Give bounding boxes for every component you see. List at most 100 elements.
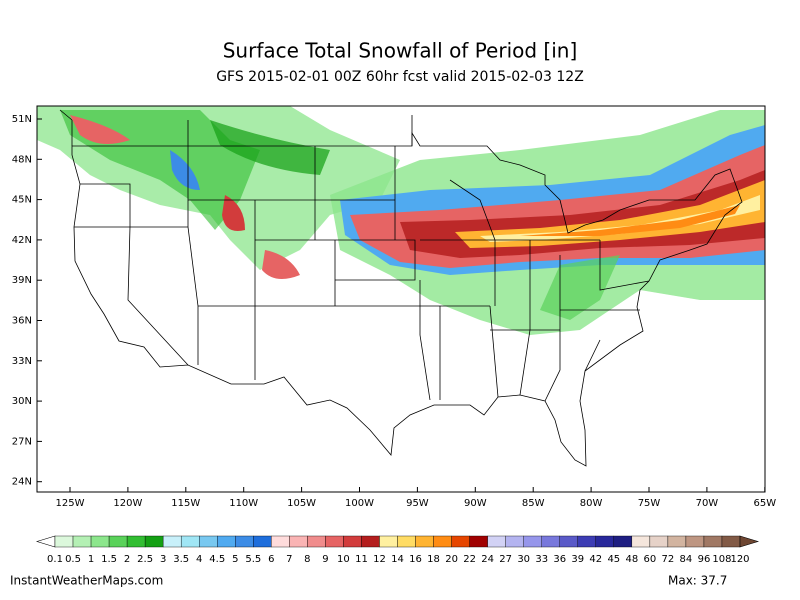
colorbar-label: 3 xyxy=(160,554,166,565)
colorbar-label: 11 xyxy=(355,554,368,565)
lat-label: 39N xyxy=(12,275,32,286)
snowfall-field xyxy=(37,106,765,335)
colorbar-label: 18 xyxy=(427,554,440,565)
colorbar-swatch xyxy=(235,535,254,548)
colorbar-label: 10 xyxy=(337,554,350,565)
colorbar-label: 24 xyxy=(481,554,494,565)
colorbar-label: 8 xyxy=(304,554,310,565)
colorbar-swatch xyxy=(469,535,488,548)
colorbar-swatch xyxy=(72,535,92,548)
colorbar-swatch xyxy=(289,535,308,548)
colorbar-swatch xyxy=(487,535,506,548)
colorbar-swatch xyxy=(325,535,344,548)
colorbar-label: 33 xyxy=(535,554,548,565)
colorbar-swatch xyxy=(271,535,290,548)
colorbar-swatch xyxy=(162,535,182,548)
colorbar-swatch xyxy=(703,535,723,548)
colorbar-label: 42 xyxy=(589,554,602,565)
lon-label: 85W xyxy=(522,498,545,509)
colorbar-swatch xyxy=(451,535,470,548)
lon-label: 75W xyxy=(638,498,661,509)
colorbar-label: 48 xyxy=(625,554,638,565)
lon-label: 115W xyxy=(171,498,200,509)
colorbar-label: 30 xyxy=(517,554,530,565)
colorbar-low-end xyxy=(35,535,56,548)
colorbar-swatch xyxy=(505,535,524,548)
colorbar-label: 7 xyxy=(286,554,292,565)
lat-label: 48N xyxy=(12,154,32,165)
colorbar-label: 36 xyxy=(553,554,566,565)
colorbar-swatch xyxy=(631,535,651,548)
colorbar-swatch xyxy=(361,535,380,548)
colorbar-swatch xyxy=(685,535,705,548)
lon-label: 105W xyxy=(287,498,316,509)
lat-label: 36N xyxy=(12,316,32,327)
colorbar-swatch xyxy=(433,535,452,548)
lat-label: 33N xyxy=(12,356,32,367)
colorbar-label: 12 xyxy=(373,554,386,565)
colorbar-swatch xyxy=(541,535,560,548)
colorbar-swatch xyxy=(108,535,128,548)
lat-label: 51N xyxy=(12,114,32,125)
colorbar-swatch xyxy=(379,535,398,548)
lon-label: 65W xyxy=(753,498,776,509)
colorbar-swatch xyxy=(559,535,578,548)
lat-label: 30N xyxy=(12,396,32,407)
colorbar-swatch xyxy=(253,535,272,548)
colorbar-swatch xyxy=(180,535,200,548)
colorbar-label: 14 xyxy=(391,554,404,565)
colorbar-swatch xyxy=(613,535,633,548)
colorbar-label: 5.5 xyxy=(245,554,261,565)
lon-label: 95W xyxy=(406,498,429,509)
axis-labels: 51N 48N 45N 42N 39N 36N 33N 30N 27N 24N 125W 120W 11… xyxy=(12,114,776,509)
subtitle: GFS 2015-02-01 00Z 60hr fcst valid 2015-… xyxy=(216,69,584,85)
colorbar-swatch xyxy=(595,535,615,548)
colorbar-label: 9 xyxy=(322,554,328,565)
lon-label: 110W xyxy=(229,498,258,509)
colorbar-label: 2 xyxy=(124,554,130,565)
lon-label: 80W xyxy=(580,498,603,509)
colorbar-label: 5 xyxy=(232,554,238,565)
colorbar-label: 27 xyxy=(499,554,512,565)
colorbar-label: 108 xyxy=(712,554,731,565)
footer-credit: InstantWeatherMaps.com xyxy=(10,574,163,588)
colorbar-label: 120 xyxy=(730,554,749,565)
lat-label: 27N xyxy=(12,436,32,447)
lon-label: 70W xyxy=(696,498,719,509)
lat-label: 45N xyxy=(12,195,32,206)
colorbar-label: 0.5 xyxy=(65,554,81,565)
colorbar-label: 96 xyxy=(698,554,711,565)
colorbar-swatch xyxy=(577,535,596,548)
colorbar-swatch xyxy=(397,535,416,548)
colorbar-label: 2.5 xyxy=(137,554,153,565)
colorbar-swatch xyxy=(649,535,669,548)
colorbar-swatch xyxy=(54,535,74,548)
lon-label: 120W xyxy=(113,498,142,509)
colorbar-label: 39 xyxy=(571,554,584,565)
colorbar-swatch xyxy=(523,535,542,548)
colorbar-label: 1 xyxy=(88,554,94,565)
colorbar-swatch xyxy=(343,535,362,548)
colorbar-swatch xyxy=(307,535,326,548)
colorbar-label: 6 xyxy=(268,554,274,565)
colorbar-high-end xyxy=(739,535,760,548)
colorbar-swatch xyxy=(199,535,218,548)
lat-label: 42N xyxy=(12,235,32,246)
max-value: Max: 37.7 xyxy=(668,574,727,588)
colorbar-label: 4 xyxy=(196,554,202,565)
colorbar-swatch xyxy=(144,535,164,548)
colorbar-swatch xyxy=(90,535,110,548)
map-frame xyxy=(36,105,766,493)
colorbar-swatch xyxy=(667,535,687,548)
colorbar-label: 3.5 xyxy=(173,554,189,565)
colorbar-label: 16 xyxy=(409,554,422,565)
colorbar-label: 60 xyxy=(644,554,657,565)
colorbar-label: 4.5 xyxy=(209,554,225,565)
colorbar-label: 45 xyxy=(607,554,620,565)
lon-label: 90W xyxy=(464,498,487,509)
lat-label: 24N xyxy=(12,477,32,488)
colorbar-swatch xyxy=(721,535,741,548)
title: Surface Total Snowfall of Period [in] xyxy=(223,39,578,63)
colorbar-label: 1.5 xyxy=(101,554,117,565)
